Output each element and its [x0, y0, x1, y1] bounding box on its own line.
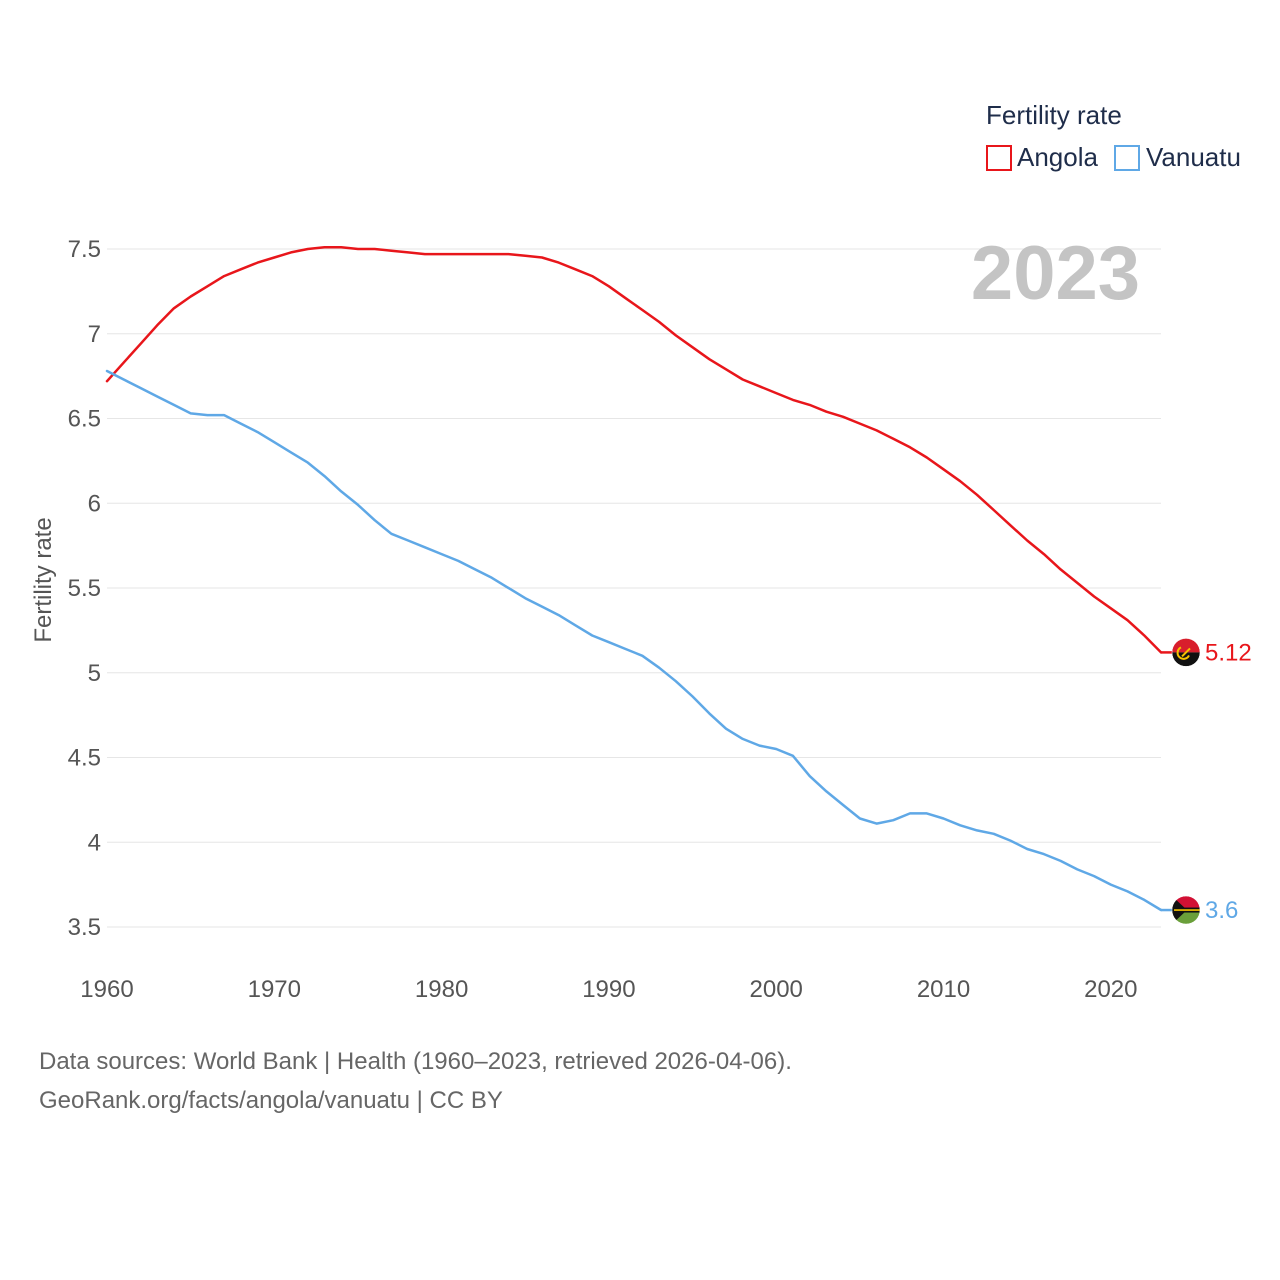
- y-tick-label: 7: [88, 321, 101, 348]
- series-line-vanuatu[interactable]: [105, 369, 1163, 912]
- x-tick-label: 2000: [750, 976, 803, 1003]
- end-marker-vanuatu: 3.6: [1161, 895, 1238, 925]
- x-tick-label: 1970: [248, 976, 301, 1003]
- x-tick-label: 1990: [582, 976, 635, 1003]
- x-tick-label: 2020: [1084, 976, 1137, 1003]
- y-tick-label: 7.5: [68, 236, 101, 263]
- y-tick-label: 5.5: [68, 575, 101, 602]
- footer-license-line[interactable]: GeoRank.org/facts/angola/vanuatu | CC BY: [39, 1087, 503, 1114]
- end-markers: 5.12 3.6: [1161, 638, 1252, 925]
- y-tick-label: 3.5: [68, 914, 101, 941]
- x-tick-label: 1960: [80, 976, 133, 1003]
- year-label: 2023: [971, 231, 1140, 316]
- y-tick-label: 6: [88, 490, 101, 517]
- y-tick-label: 5: [88, 660, 101, 687]
- series-lines: [105, 246, 1163, 912]
- y-tick-label: 6.5: [68, 406, 101, 433]
- legend-title: Fertility rate: [986, 100, 1122, 130]
- series-line-angola[interactable]: [105, 246, 1163, 654]
- y-axis-title: Fertility rate: [30, 517, 57, 642]
- legend: Fertility rate Angola Vanuatu: [986, 100, 1241, 172]
- x-tick-label: 2010: [917, 976, 970, 1003]
- footer-source-line: Data sources: World Bank | Health (1960–…: [39, 1048, 792, 1075]
- y-axis-ticks: 3.5 4 4.5 5 5.5 6 6.5 7 7.5: [68, 236, 101, 941]
- end-marker-angola: 5.12: [1161, 638, 1252, 667]
- legend-item-angola[interactable]: Angola: [986, 142, 1098, 172]
- grid-lines: [107, 248, 1161, 928]
- legend-label-vanuatu: Vanuatu: [1146, 142, 1241, 172]
- y-tick-label: 4.5: [68, 745, 101, 772]
- legend-swatch-angola: [986, 145, 1012, 171]
- legend-label-angola: Angola: [1017, 142, 1098, 172]
- angola-flag-icon: [1172, 638, 1200, 667]
- x-axis-ticks: 1960 1970 1980 1990 2000 2010 2020: [80, 976, 1137, 1003]
- legend-swatch-vanuatu: [1114, 145, 1140, 171]
- y-tick-label: 4: [88, 829, 101, 856]
- end-value-label-vanuatu: 3.6: [1205, 897, 1238, 924]
- x-tick-label: 1980: [415, 976, 468, 1003]
- end-value-label-angola: 5.12: [1205, 639, 1252, 666]
- vanuatu-flag-icon: [1172, 896, 1200, 925]
- legend-item-vanuatu[interactable]: Vanuatu: [1114, 142, 1241, 172]
